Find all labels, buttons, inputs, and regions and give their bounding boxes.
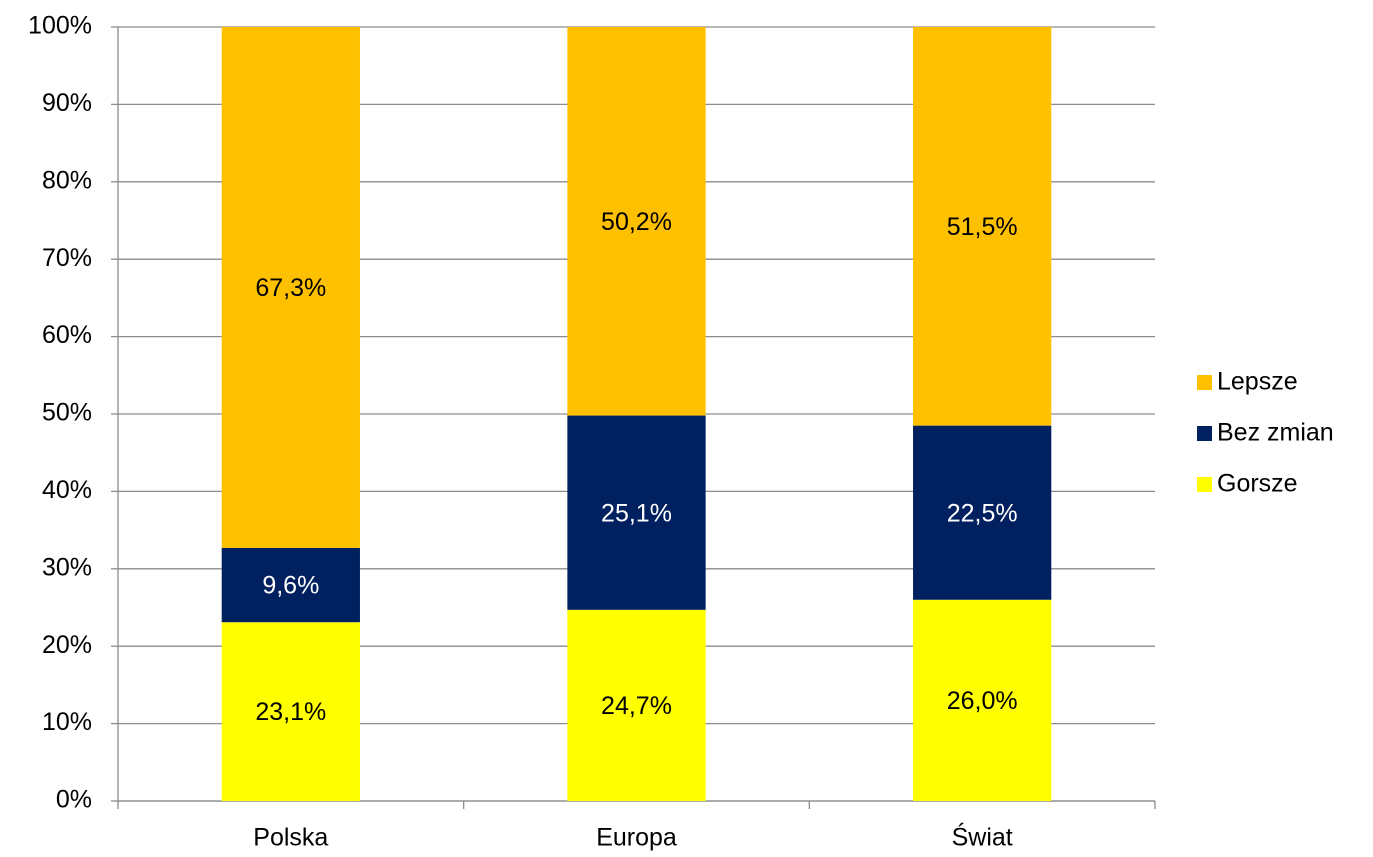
bar-segment <box>221 27 360 548</box>
bar-segment <box>913 599 1052 801</box>
data-label: 50,2% <box>601 208 672 236</box>
y-tick-label: 40% <box>42 476 92 504</box>
legend-label: Bez zmian <box>1217 419 1334 447</box>
data-label: 25,1% <box>601 499 672 527</box>
data-label: 23,1% <box>255 698 326 726</box>
legend-swatch <box>1197 375 1212 390</box>
y-tick-label: 70% <box>42 244 92 272</box>
y-tick-label: 0% <box>56 786 92 814</box>
legend-label: Gorsze <box>1217 470 1298 498</box>
bar-segment <box>221 547 360 623</box>
y-tick-label: 90% <box>42 89 92 117</box>
bar-segment <box>913 27 1052 426</box>
legend-swatch <box>1197 477 1212 492</box>
data-label: 9,6% <box>262 572 319 600</box>
bar-segment <box>221 622 360 801</box>
bar-segment <box>913 425 1052 600</box>
data-label: 67,3% <box>255 274 326 302</box>
y-tick-label: 10% <box>42 708 92 736</box>
data-label: 24,7% <box>601 692 672 720</box>
y-tick-label: 50% <box>42 399 92 427</box>
bar-segment <box>567 609 706 801</box>
data-label: 26,0% <box>947 687 1018 715</box>
y-tick-label: 100% <box>28 12 92 40</box>
y-tick-label: 60% <box>42 321 92 349</box>
y-tick-label: 20% <box>42 631 92 659</box>
x-tick-label: Świat <box>952 822 1013 852</box>
legend-swatch <box>1197 426 1212 441</box>
data-label: 22,5% <box>947 499 1018 527</box>
data-label: 51,5% <box>947 213 1018 241</box>
y-tick-label: 30% <box>42 553 92 581</box>
x-tick-label: Europa <box>596 824 677 852</box>
bar-segment <box>567 27 706 416</box>
x-tick-label: Polska <box>253 824 328 852</box>
legend-label: Lepsze <box>1217 368 1298 396</box>
y-tick-label: 80% <box>42 166 92 194</box>
bar-segment <box>567 415 706 610</box>
